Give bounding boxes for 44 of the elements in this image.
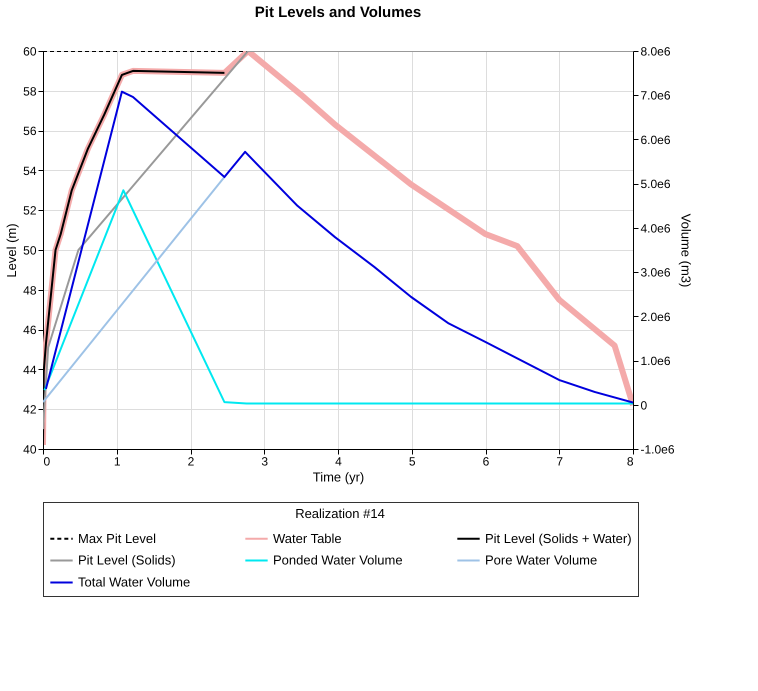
y-tick-label: 44: [23, 362, 37, 377]
y2-tick-label: 6.0e6: [640, 132, 671, 147]
y-tick-label: 50: [23, 244, 37, 258]
y2-tick-label: 3.0e6: [640, 266, 671, 280]
y-tick-label: 54: [23, 164, 37, 178]
y-tick-label: 60: [23, 44, 37, 58]
x-tick-label: 8: [626, 454, 634, 468]
x-axis-title: Time (yr): [312, 470, 364, 484]
chart-title: Pit Levels and Volumes: [254, 4, 422, 21]
y2-tick-label: 2.0e6: [640, 310, 671, 324]
y2-tick-label: 8.0e6: [640, 44, 671, 58]
y-tick-label: 58: [23, 84, 37, 98]
legend-title: Realization #14: [295, 506, 385, 521]
y2-tick-label: -1.0e6: [640, 442, 675, 456]
legend-label: Pit Level (Solids): [78, 552, 176, 568]
y-tick-label: 48: [23, 283, 37, 298]
legend-label: Max Pit Level: [78, 530, 156, 546]
x-tick-label: 2: [188, 454, 195, 468]
y2-tick-label: 7.0e6: [640, 88, 671, 103]
y2-tick-label: 1.0e6: [640, 354, 671, 368]
x-tick-label: 0: [44, 454, 50, 468]
y-tick-label: 46: [23, 323, 37, 338]
x-tick-label: 4: [335, 454, 342, 468]
y-tick-label: 42: [23, 402, 37, 417]
y-tick-label: 40: [23, 442, 37, 456]
line-series: [44, 90, 633, 404]
legend-label: Pore Water Volume: [485, 552, 598, 568]
line-series: [43, 189, 633, 404]
x-tick-label: 6: [482, 454, 490, 468]
y-tick-label: 56: [23, 124, 37, 138]
y-axis-title: Level (m): [4, 223, 20, 278]
x-tick-label: 5: [408, 454, 416, 468]
legend-label: Total Water Volume: [78, 574, 190, 590]
y-tick-label: 52: [23, 204, 37, 218]
legend-label: Water Table: [273, 530, 342, 546]
x-tick-label: 7: [556, 454, 564, 468]
y2-tick-label: 4.0e6: [640, 221, 671, 236]
y2-tick-label: 0: [640, 398, 648, 412]
y2-tick-label: 5.0e6: [640, 177, 671, 192]
y2-axis-title: Volume (m3): [678, 214, 694, 288]
legend-label: Pit Level (Solids + Water): [485, 530, 632, 546]
x-tick-label: 3: [261, 454, 268, 468]
x-tick-label: 1: [114, 454, 121, 468]
legend-label: Ponded Water Volume: [273, 552, 403, 568]
